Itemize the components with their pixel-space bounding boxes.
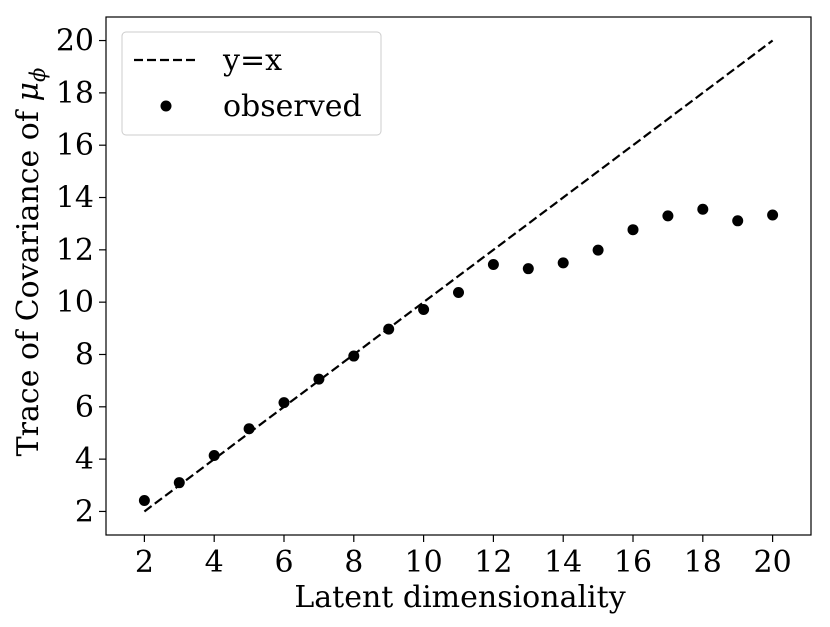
x-tick-label: 14 bbox=[544, 545, 582, 580]
plot-frame bbox=[105, 16, 812, 536]
legend-label-y-equals-x: y=x bbox=[222, 43, 282, 78]
legend-label-observed: observed bbox=[223, 89, 362, 124]
data-point bbox=[557, 257, 569, 269]
y-tick-label: 6 bbox=[75, 390, 94, 425]
data-point bbox=[383, 323, 395, 335]
data-point bbox=[278, 397, 290, 409]
y-tick-label: 10 bbox=[56, 285, 94, 320]
data-point bbox=[767, 209, 779, 221]
y-tick-label: 16 bbox=[56, 128, 94, 163]
data-point bbox=[173, 477, 185, 489]
y-tick-label: 18 bbox=[56, 76, 94, 111]
data-point bbox=[348, 350, 360, 362]
x-tick-label: 8 bbox=[344, 545, 363, 580]
y-tick-label: 14 bbox=[56, 181, 94, 216]
data-point bbox=[522, 263, 534, 275]
x-tick-label: 16 bbox=[614, 545, 652, 580]
x-tick-label: 2 bbox=[135, 545, 154, 580]
axes: 2 4 6 8 10 12 14 16 18 20 2 4 6 8 10 12 14 16 18 20 bbox=[56, 16, 812, 580]
y-tick-label: 4 bbox=[75, 442, 94, 477]
data-point bbox=[592, 244, 604, 256]
data-point bbox=[487, 258, 499, 270]
y-tick-label: 12 bbox=[56, 233, 94, 268]
plot-area bbox=[138, 39, 779, 513]
data-point bbox=[697, 203, 709, 215]
y-tick-label: 20 bbox=[56, 24, 94, 59]
y-axis-label: Trace of Covariance of μϕ bbox=[11, 68, 50, 457]
data-point bbox=[418, 303, 430, 315]
x-tick-label: 4 bbox=[205, 545, 224, 580]
y-tick-label: 2 bbox=[75, 494, 94, 529]
x-tick-label: 6 bbox=[274, 545, 293, 580]
legend-swatch-observed bbox=[160, 100, 172, 112]
data-point bbox=[313, 373, 325, 385]
data-point bbox=[453, 286, 464, 298]
data-point bbox=[662, 210, 674, 222]
x-tick-label: 10 bbox=[405, 545, 443, 580]
data-point bbox=[243, 423, 255, 435]
data-point bbox=[208, 449, 220, 461]
data-point bbox=[627, 224, 639, 236]
legend-frame bbox=[121, 31, 382, 136]
x-tick-label: 12 bbox=[474, 545, 512, 580]
x-axis-label: Latent dimensionality bbox=[294, 580, 625, 615]
data-point bbox=[138, 494, 150, 506]
legend: y=x observed bbox=[121, 31, 382, 136]
data-point bbox=[732, 215, 744, 227]
x-tick-label: 20 bbox=[754, 545, 792, 580]
x-tick-label: 18 bbox=[684, 545, 722, 580]
y-tick-label: 8 bbox=[75, 337, 94, 372]
